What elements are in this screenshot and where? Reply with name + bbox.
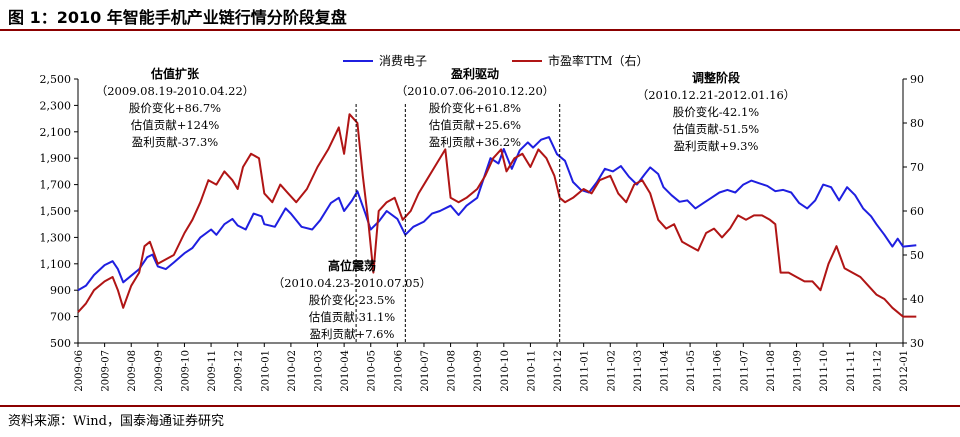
- annotation-phase2: 高位震荡 （2010.04.23-2010.07.05） 股价变化-23.5% 估值贡…: [273, 258, 432, 341]
- y-right-tick-label: 40: [910, 293, 924, 306]
- annotation-line: 盈利贡献+7.6%: [310, 327, 395, 341]
- legend-label: 消费电子: [379, 54, 427, 68]
- x-tick-label: 2011-11: [846, 350, 857, 392]
- chart-legend: 消费电子 市盈率TTM（右）: [343, 53, 649, 68]
- annotation-line: （2009.08.19-2010.04.22）: [96, 84, 255, 98]
- x-tick-label: 2009-06: [74, 350, 85, 392]
- x-tick-label: 2011-06: [713, 350, 724, 392]
- chart-axes: 500 700 900 1,100 1,300 1,500 1,700 1,900 2,100 2…: [40, 73, 925, 392]
- annotation-line: 股价变化+86.7%: [129, 101, 221, 115]
- annotation-line: 估值贡献+25.6%: [429, 118, 521, 132]
- x-tick-label: 2009-08: [127, 350, 138, 392]
- y-left-tick-label: 1,500: [40, 205, 72, 218]
- y-right-tick-label: 90: [910, 73, 924, 86]
- x-tick-label: 2010-12: [553, 350, 564, 392]
- y-left-tick-label: 700: [50, 311, 71, 324]
- x-tick-label: 2010-07: [420, 350, 431, 392]
- series-line-pe-ttm: [77, 113, 917, 318]
- annotation-phase1: 估值扩张 （2009.08.19-2010.04.22） 股价变化+86.7% 估值贡…: [96, 66, 255, 149]
- x-tick-label: 2011-07: [739, 350, 750, 392]
- y-left-tick-label: 2,100: [40, 126, 72, 139]
- annotation-heading: 调整阶段: [692, 70, 741, 85]
- annotation-heading: 估值扩张: [150, 66, 200, 81]
- x-tick-label: 2010-05: [367, 350, 378, 392]
- annotation-heading: 高位震荡: [328, 258, 376, 273]
- x-tick-label: 2010-02: [287, 350, 298, 392]
- annotation-line: （2010.12.21-2012.01.16）: [637, 88, 796, 102]
- x-tick-label: 2011-01: [580, 350, 591, 392]
- annotation-line: 股价变化+61.8%: [429, 101, 521, 115]
- y-right-tick-label: 50: [910, 249, 924, 262]
- legend-label: 市盈率TTM（右）: [548, 53, 649, 68]
- annotation-heading: 盈利驱动: [450, 66, 499, 81]
- x-tick-label: 2010-10: [500, 350, 511, 392]
- y-left-tick-label: 1,100: [40, 258, 72, 271]
- x-tick-label: 2010-11: [526, 350, 537, 392]
- y-right-tick-label: 80: [910, 117, 924, 130]
- x-tick-label: 2011-09: [793, 350, 804, 392]
- phase-annotations: 估值扩张 （2009.08.19-2010.04.22） 股价变化+86.7% 估值贡…: [96, 66, 796, 341]
- annotation-line: 盈利贡献+36.2%: [429, 135, 521, 149]
- y-left-tick-label: 2,300: [40, 99, 72, 112]
- x-tick-label: 2010-09: [473, 350, 484, 392]
- x-tick-label: 2009-10: [180, 350, 191, 392]
- y-right-tick-label: 30: [910, 337, 924, 350]
- source-rule: [0, 405, 960, 407]
- y-left-tick-label: 1,300: [40, 231, 72, 244]
- x-tick-label: 2011-02: [606, 350, 617, 392]
- x-tick-label: 2010-03: [314, 350, 325, 392]
- annotation-line: 盈利贡献+9.3%: [674, 139, 759, 153]
- line-chart: 500 700 900 1,100 1,300 1,500 1,700 1,900 2,100 2…: [40, 53, 925, 392]
- y-left-tick-label: 2,500: [40, 73, 72, 86]
- x-tick-label: 2009-12: [234, 350, 245, 392]
- y-right-tick-label: 60: [910, 205, 924, 218]
- x-tick-label: 2011-12: [872, 350, 883, 392]
- x-tick-label: 2009-07: [101, 350, 112, 392]
- annotation-line: （2010.07.06-2010.12.20）: [396, 84, 555, 98]
- x-tick-label: 2010-04: [340, 350, 351, 392]
- x-tick-label: 2011-08: [766, 350, 777, 392]
- annotation-line: 估值贡献-31.1%: [309, 310, 395, 324]
- x-tick-label: 2009-11: [207, 350, 218, 392]
- annotation-line: 股价变化-23.5%: [309, 293, 395, 307]
- series-line-consumer-electronics: [77, 136, 917, 292]
- annotation-line: 股价变化-42.1%: [673, 105, 759, 119]
- y-left-tick-label: 500: [50, 337, 71, 350]
- chart-series: [77, 113, 917, 318]
- x-tick-label: 2010-08: [447, 350, 458, 392]
- annotation-line: 估值贡献+124%: [131, 118, 220, 132]
- x-tick-label: 2010-06: [393, 350, 404, 392]
- annotation-line: （2010.04.23-2010.07.05）: [273, 276, 432, 290]
- x-tick-label: 2010-01: [260, 350, 271, 392]
- page-title: 图 1：2010 年智能手机产业链行情分阶段复盘: [8, 8, 347, 27]
- y-left-tick-label: 1,700: [40, 179, 72, 192]
- title-rule: [0, 29, 960, 31]
- annotation-phase3: 盈利驱动 （2010.07.06-2010.12.20） 股价变化+61.8% 估值贡…: [396, 66, 555, 149]
- y-left-tick-label: 1,900: [40, 152, 72, 165]
- annotation-line: 估值贡献-51.5%: [673, 122, 759, 136]
- annotation-line: 盈利贡献-37.3%: [132, 135, 218, 149]
- annotation-phase4: 调整阶段 （2010.12.21-2012.01.16） 股价变化-42.1% 估值贡…: [637, 70, 796, 153]
- x-tick-label: 2011-10: [819, 350, 830, 392]
- x-tick-label: 2011-03: [633, 350, 644, 392]
- y-left-tick-label: 900: [50, 284, 71, 297]
- x-tick-label: 2009-09: [154, 350, 165, 392]
- y-right-tick-label: 70: [910, 161, 924, 174]
- x-tick-label: 2011-04: [659, 350, 670, 392]
- x-tick-label: 2012-01: [899, 350, 910, 392]
- source-note: 资料来源：Wind，国泰海通证券研究: [8, 414, 224, 429]
- x-tick-label: 2011-05: [686, 350, 697, 392]
